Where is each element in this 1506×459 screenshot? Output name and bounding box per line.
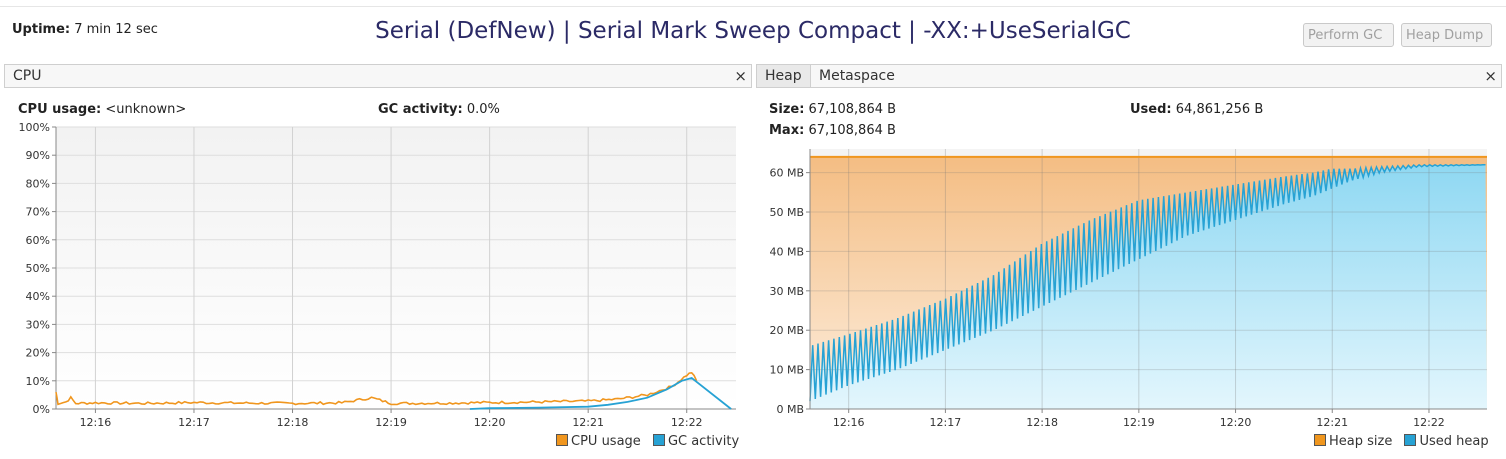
cpu-x-tick-label: 12:21 xyxy=(572,416,604,429)
heap-used-value: 64,861,256 B xyxy=(1175,102,1264,117)
heap-legend: Heap size Used heap xyxy=(1314,434,1489,449)
cpu-usage-line xyxy=(55,371,698,406)
cpu-y-tick-label: 0% xyxy=(33,403,50,416)
cpu-x-tick-label: 12:18 xyxy=(277,416,309,429)
heap-x-tick-label: 12:16 xyxy=(833,416,865,429)
used-heap-line xyxy=(809,163,1486,402)
cpu-y-tick-label: 70% xyxy=(26,206,50,219)
window-top-edge xyxy=(0,0,1506,7)
perform-gc-button[interactable]: Perform GC xyxy=(1303,23,1394,47)
cpu-y-tick-label: 100% xyxy=(19,121,50,134)
heap-panel-header: Heap Metaspace × xyxy=(756,64,1502,88)
cpu-usage-swatch xyxy=(556,434,568,446)
cpu-y-tick-label: 80% xyxy=(26,177,50,190)
cpu-x-tick-label: 12:17 xyxy=(178,416,210,429)
heap-x-tick-label: 12:18 xyxy=(1026,416,1058,429)
legend-used-heap-label: Used heap xyxy=(1419,434,1489,449)
heap-y-tick-label: 0 MB xyxy=(776,403,804,416)
heap-max-stat: Max: 67,108,864 B xyxy=(769,123,896,138)
heap-size-value: 67,108,864 B xyxy=(808,102,897,117)
gc-title: Serial (DefNew) | Serial Mark Sweep Comp… xyxy=(0,18,1506,44)
uptime-value: 7 min 12 sec xyxy=(74,22,158,37)
heap-size-swatch xyxy=(1314,434,1326,446)
cpu-y-tick-label: 90% xyxy=(26,149,50,162)
cpu-x-tick-label: 12:16 xyxy=(80,416,112,429)
uptime: Uptime: 7 min 12 sec xyxy=(12,22,158,37)
cpu-x-tick-label: 12:20 xyxy=(474,416,506,429)
gc-activity-value: 0.0% xyxy=(466,102,500,117)
cpu-usage-stat: CPU usage: <unknown> xyxy=(18,102,186,117)
cpu-plot-area xyxy=(56,127,736,409)
uptime-label: Uptime: xyxy=(12,22,71,37)
cpu-y-tick-label: 40% xyxy=(26,290,50,303)
heap-y-tick-label: 40 MB xyxy=(769,245,804,258)
heap-size-area xyxy=(810,156,1487,409)
legend-gc-activity-label: GC activity xyxy=(667,434,740,449)
heap-size-stat: Size: 67,108,864 B xyxy=(769,102,896,117)
heap-x-tick-label: 12:22 xyxy=(1413,416,1445,429)
cpu-usage-value: <unknown> xyxy=(105,102,187,117)
legend-heap-size: Heap size xyxy=(1314,434,1392,449)
heap-used-stat: Used: 64,861,256 B xyxy=(1130,102,1263,117)
tab-heap[interactable]: Heap xyxy=(757,65,811,87)
cpu-usage-label: CPU usage: xyxy=(18,102,102,117)
cpu-y-tick-label: 60% xyxy=(26,234,50,247)
cpu-x-tick-label: 12:22 xyxy=(671,416,703,429)
gc-activity-stat: GC activity: 0.0% xyxy=(378,102,500,117)
heap-close-icon[interactable]: × xyxy=(1484,67,1497,85)
gc-activity-line xyxy=(469,377,732,410)
heap-x-tick-label: 12:19 xyxy=(1123,416,1155,429)
tab-metaspace[interactable]: Metaspace xyxy=(819,68,895,84)
legend-gc-activity: GC activity xyxy=(652,434,740,449)
heap-y-tick-label: 60 MB xyxy=(769,167,804,180)
heap-dump-button[interactable]: Heap Dump xyxy=(1401,23,1492,47)
tab-cpu[interactable]: CPU xyxy=(13,68,42,84)
heap-x-tick-label: 12:21 xyxy=(1316,416,1348,429)
used-heap-area xyxy=(810,164,1487,409)
heap-y-tick-label: 20 MB xyxy=(769,324,804,337)
heap-plot-area xyxy=(810,149,1487,409)
heap-used-label: Used: xyxy=(1130,102,1172,117)
heap-y-tick-label: 50 MB xyxy=(769,206,804,219)
heap-size-label: Size: xyxy=(769,102,805,117)
heap-max-label: Max: xyxy=(769,123,805,138)
legend-cpu-usage-label: CPU usage xyxy=(571,434,641,449)
used-heap-swatch xyxy=(1404,434,1417,446)
gc-activity-label: GC activity: xyxy=(378,102,463,117)
cpu-y-tick-label: 50% xyxy=(26,262,50,275)
cpu-y-tick-label: 20% xyxy=(26,347,50,360)
heap-y-tick-label: 30 MB xyxy=(769,285,804,298)
heap-x-tick-label: 12:17 xyxy=(930,416,962,429)
heap-y-tick-label: 10 MB xyxy=(769,364,804,377)
gc-activity-swatch xyxy=(652,434,665,446)
cpu-y-tick-label: 10% xyxy=(26,375,50,388)
legend-cpu-usage: CPU usage xyxy=(556,434,641,449)
legend-heap-size-label: Heap size xyxy=(1329,434,1393,449)
cpu-close-icon[interactable]: × xyxy=(734,67,747,85)
cpu-y-tick-label: 30% xyxy=(26,318,50,331)
legend-used-heap: Used heap xyxy=(1404,434,1489,449)
heap-x-tick-label: 12:20 xyxy=(1220,416,1252,429)
gc-title-text: Serial (DefNew) | Serial Mark Sweep Comp… xyxy=(375,18,1131,44)
heap-max-value: 67,108,864 B xyxy=(808,123,896,138)
cpu-panel-header: CPU × xyxy=(4,64,752,88)
cpu-legend: CPU usage GC activity xyxy=(556,434,739,449)
cpu-x-tick-label: 12:19 xyxy=(375,416,407,429)
